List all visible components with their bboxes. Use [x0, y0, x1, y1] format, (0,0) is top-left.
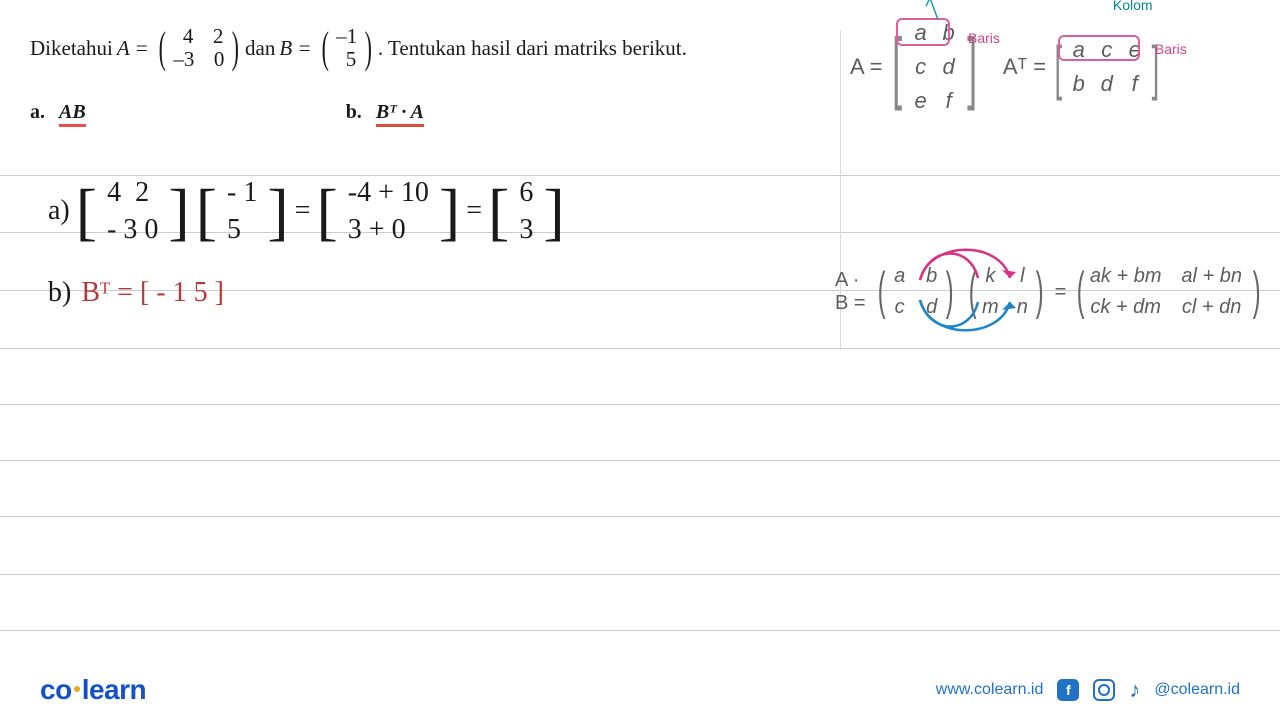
- question-options: a. AB b. Bᵀ · A: [30, 101, 840, 127]
- problem-statement: Diketahui A = ( 42 –30 ) dan B = ( –1 5 …: [30, 25, 840, 127]
- problem-line: Diketahui A = ( 42 –30 ) dan B = ( –1 5 …: [30, 25, 840, 71]
- baris-label: Baris: [968, 30, 1000, 46]
- footer-right: www.colearn.id f ♪ @colearn.id: [936, 677, 1240, 703]
- colearn-logo: colearn: [40, 674, 146, 706]
- instagram-icon[interactable]: [1093, 679, 1115, 701]
- problem-prefix: Diketahui: [30, 36, 113, 61]
- facebook-icon[interactable]: f: [1057, 679, 1079, 701]
- handwriting-b: b) Bᵀ = [ - 1 5 ]: [48, 278, 448, 309]
- hw-b-expr: Bᵀ = [ - 1 5 ]: [81, 278, 224, 309]
- matrix-B: ( –1 5 ): [318, 25, 376, 71]
- footer-url[interactable]: www.colearn.id: [936, 681, 1044, 699]
- AT-eq-label: Aᵀ =: [1003, 54, 1046, 80]
- logo-dot-icon: [74, 686, 80, 692]
- problem-mid: dan: [245, 36, 275, 61]
- hw-b-tag: b): [48, 278, 71, 309]
- option-a-expr: AB: [59, 101, 86, 127]
- matrix-A: ( 42 –30 ): [155, 25, 243, 71]
- baris-label-2: Baris: [1155, 41, 1187, 57]
- problem-suffix: . Tentukan hasil dari matriks berikut.: [378, 36, 687, 61]
- B-label: B =: [279, 36, 311, 61]
- tiktok-icon[interactable]: ♪: [1129, 677, 1140, 703]
- mult-label: A · B =: [835, 269, 867, 315]
- kolom-label: Kolom: [922, 0, 962, 2]
- handwriting-a: a) [ 4 2 - 3 0 ] [ - 1 5 ] = [ -4 + 10 3…: [48, 178, 748, 246]
- option-a-label: a.: [30, 101, 45, 124]
- footer-handle: @colearn.id: [1154, 681, 1240, 699]
- hw-a-tag: a): [48, 196, 70, 227]
- A-label: A =: [117, 36, 149, 61]
- reference-transpose: A = [ ab cd ef ] Kolom Baris: [850, 20, 1260, 114]
- page: Diketahui A = ( 42 –30 ) dan B = ( –1 5 …: [0, 0, 1280, 720]
- footer: colearn www.colearn.id f ♪ @colearn.id: [0, 670, 1280, 710]
- reference-multiplication: A · B = ( ab cd ) ( kl mn ) = ( ak + bma…: [835, 265, 1265, 319]
- A-eq-label: A =: [850, 54, 882, 80]
- option-b-label: b.: [346, 101, 362, 124]
- kolom-label-2: Kolom: [1113, 0, 1153, 13]
- option-b-expr: Bᵀ · A: [376, 101, 424, 127]
